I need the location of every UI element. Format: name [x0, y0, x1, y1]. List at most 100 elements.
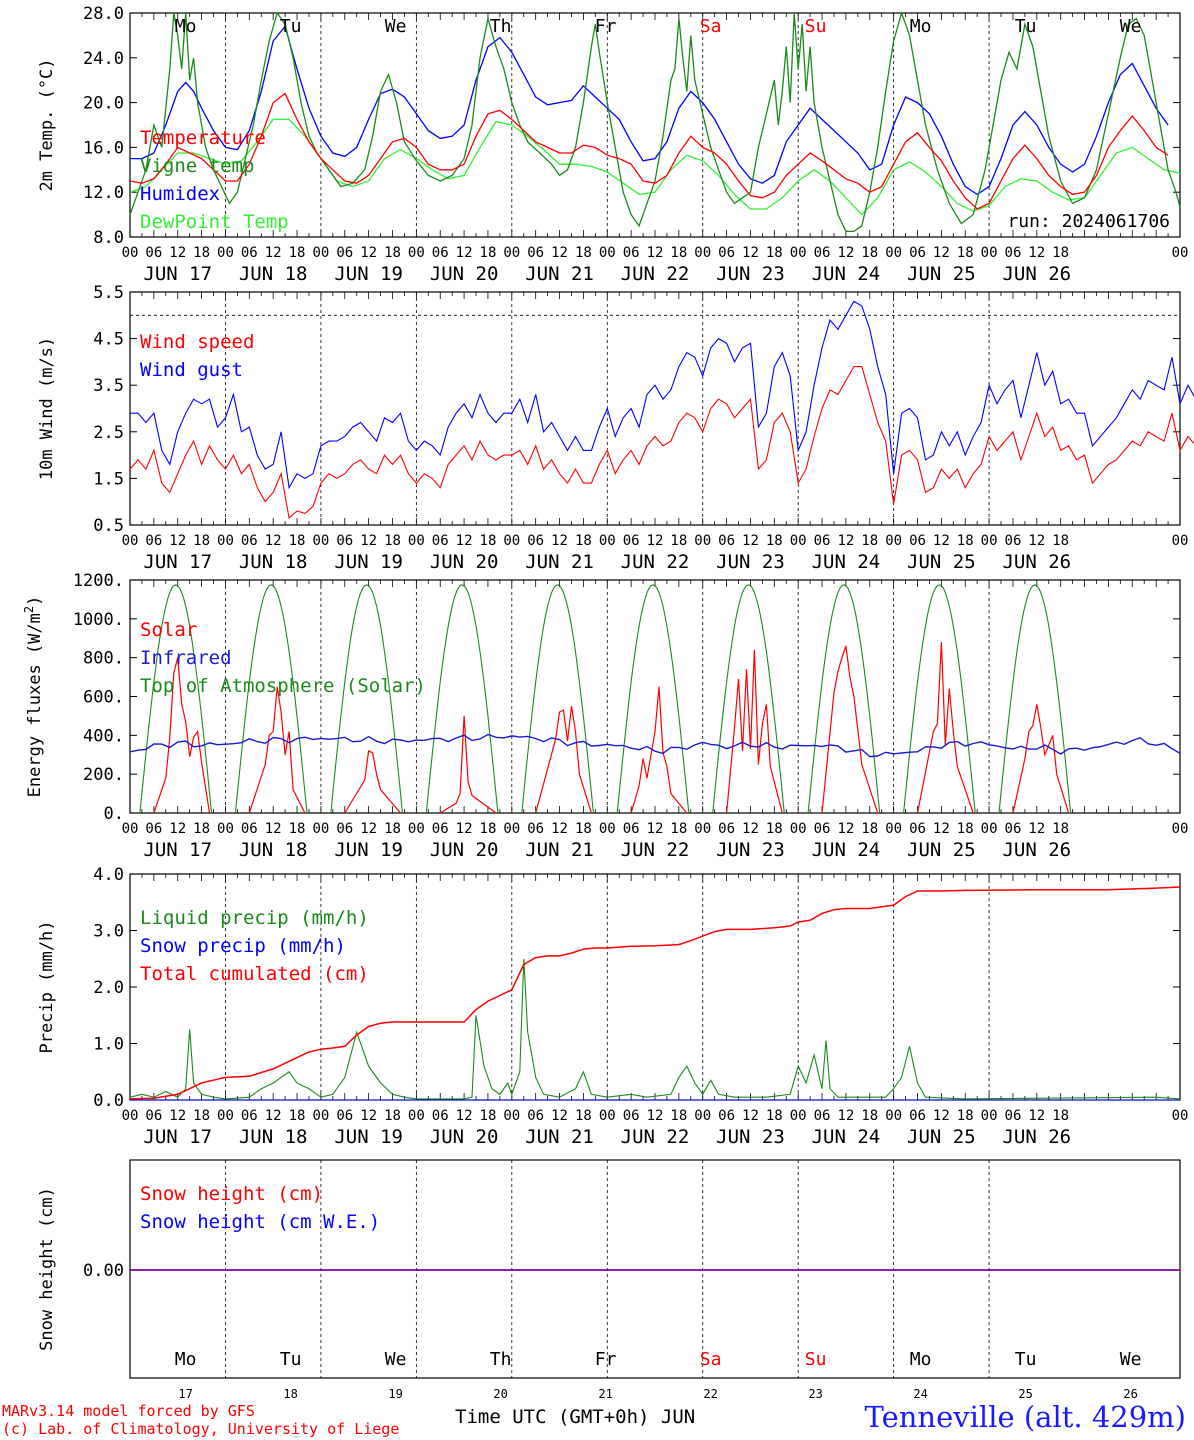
hour-tick-label: 06 [145, 533, 162, 549]
day-number: 20 [493, 1387, 507, 1401]
weekday-label: We [1120, 1349, 1142, 1370]
date-label: JUN 19 [334, 839, 403, 861]
date-label: JUN 26 [1002, 263, 1071, 285]
weekday-label: We [1120, 16, 1142, 37]
date-label: JUN 21 [525, 551, 594, 573]
hour-tick-label: 06 [145, 821, 162, 837]
hour-tick-label: 06 [336, 245, 353, 261]
date-label: JUN 25 [907, 551, 976, 573]
hour-tick-label: 00 [885, 533, 902, 549]
hour-tick-label: 18 [575, 821, 592, 837]
hour-tick-label: 06 [432, 1108, 449, 1124]
hour-tick-label: 06 [718, 1108, 735, 1124]
hour-tick-label: 18 [670, 245, 687, 261]
y-tick-label: 12.0 [83, 183, 124, 203]
hour-tick-label: 12 [169, 533, 186, 549]
hour-tick-label: 00 [790, 245, 807, 261]
hour-tick-label: 06 [432, 821, 449, 837]
toa-solar-curve [234, 584, 308, 814]
weekday-label: Th [490, 1349, 512, 1370]
date-label: JUN 20 [430, 839, 499, 861]
hour-tick-label: 00 [694, 245, 711, 261]
hour-tick-label: 00 [981, 821, 998, 837]
date-label: JUN 24 [812, 551, 881, 573]
legend-entry: Liquid precip (mm/h) [140, 907, 369, 929]
hour-tick-label: 06 [1005, 533, 1022, 549]
date-label: JUN 23 [716, 1126, 785, 1148]
day-number: 22 [703, 1387, 717, 1401]
hour-tick-label: 00 [312, 1108, 329, 1124]
hour-tick-label: 18 [1052, 245, 1069, 261]
hour-tick-label: 00 [981, 245, 998, 261]
y-axis-label: Energy fluxes (W/m2) [22, 596, 45, 798]
hour-tick-label: 18 [193, 1108, 210, 1124]
y-tick-label: 1200. [73, 571, 124, 591]
hour-tick-label: 00 [217, 245, 234, 261]
date-label: JUN 17 [143, 263, 212, 285]
weekday-label: We [385, 16, 407, 37]
solar-line [439, 715, 497, 814]
hour-tick-label: 00 [503, 533, 520, 549]
weekday-label: Th [490, 16, 512, 37]
hour-tick-label: 12 [360, 821, 377, 837]
legend-entry: Snow precip (mm/h) [140, 935, 346, 957]
legend-entry: Top of Atmosphere (Solar) [140, 675, 426, 697]
hour-tick-label: 00 [408, 533, 425, 549]
hour-tick-label: 00 [312, 245, 329, 261]
date-label: JUN 25 [907, 263, 976, 285]
y-tick-label: 200. [83, 765, 124, 785]
toa-solar-curve [903, 584, 976, 814]
weekday-label: Tu [280, 1349, 302, 1370]
toa-solar-curve [330, 584, 403, 814]
legend-entry: DewPoint Temp [140, 211, 289, 233]
legend-entry: Wind speed [140, 331, 254, 353]
hour-tick-label: 12 [1028, 821, 1045, 837]
hour-tick-label: 06 [623, 245, 640, 261]
toa-solar-curve [139, 584, 213, 814]
legend-entry: Infrared [140, 647, 232, 669]
series-line [129, 118, 1181, 216]
y-tick-label: 16.0 [83, 138, 124, 158]
hour-tick-label: 12 [456, 533, 473, 549]
hour-tick-label: 12 [647, 821, 664, 837]
date-label: JUN 22 [621, 1126, 690, 1148]
hour-tick-label: 00 [122, 533, 139, 549]
weekday-label: We [385, 1349, 407, 1370]
hour-tick-label: 06 [432, 245, 449, 261]
hour-tick-label: 00 [599, 821, 616, 837]
y-tick-label: 0.5 [93, 516, 124, 536]
hour-tick-label: 06 [909, 821, 926, 837]
hour-tick-label: 06 [718, 533, 735, 549]
hour-tick-label: 18 [766, 533, 783, 549]
hour-tick-label: 00 [122, 821, 139, 837]
y-tick-label: 3.0 [93, 922, 124, 942]
hour-tick-label: 00 [217, 1108, 234, 1124]
solar-line [630, 686, 688, 814]
date-label: JUN 21 [525, 263, 594, 285]
y-axis-label: Snow height (cm) [37, 1187, 57, 1351]
day-number: 21 [598, 1387, 612, 1401]
series-line [129, 10, 1181, 233]
infrared-line [129, 733, 1181, 758]
weekday-label: Fr [595, 16, 617, 37]
solar-line [248, 686, 306, 814]
hour-tick-label: 06 [527, 1108, 544, 1124]
hour-tick-label: 12 [551, 1108, 568, 1124]
hour-tick-label: 18 [384, 821, 401, 837]
y-tick-label: 400. [83, 726, 124, 746]
legend-entry: Total cumulated (cm) [140, 963, 369, 985]
day-number: 19 [388, 1387, 402, 1401]
y-tick-label: 600. [83, 688, 124, 708]
hour-tick-label: 00 [885, 821, 902, 837]
y-tick-label: 2.0 [93, 978, 124, 998]
y-tick-label: 24.0 [83, 49, 124, 69]
hour-tick-label: 18 [766, 1108, 783, 1124]
time-axis-title: Time UTC (GMT+0h) JUN [455, 1406, 696, 1428]
toa-solar-curve [712, 584, 785, 814]
hour-tick-label: 06 [623, 1108, 640, 1124]
solar-line [535, 706, 592, 814]
day-number: 24 [913, 1387, 927, 1401]
hour-tick-label: 12 [1028, 1108, 1045, 1124]
hour-tick-label: 12 [647, 1108, 664, 1124]
hour-tick-label: 18 [193, 533, 210, 549]
